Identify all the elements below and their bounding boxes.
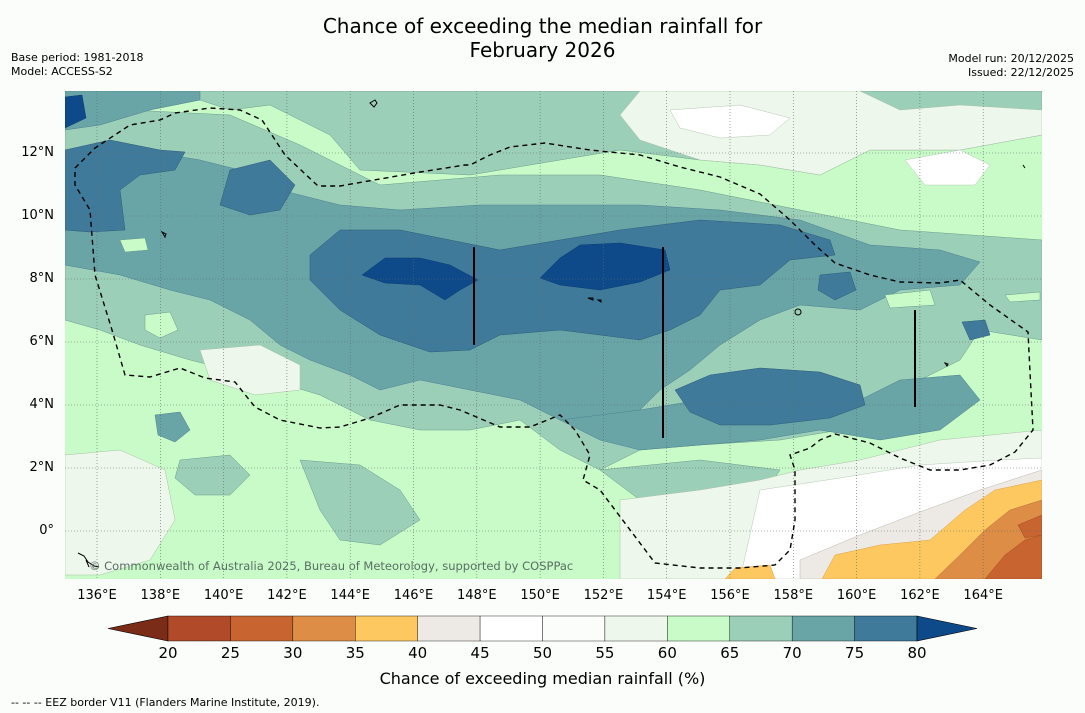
colorbar-segment: [729, 615, 793, 642]
colorbar-tick: 50: [532, 644, 553, 662]
lon-label: 136°E: [77, 588, 117, 603]
colorbar-tick: 25: [220, 644, 240, 662]
lon-label: 152°E: [583, 588, 624, 603]
lon-label: 148°E: [457, 588, 497, 603]
colorbar-tick: 60: [657, 644, 677, 662]
lon-label: 156°E: [710, 588, 750, 603]
lon-label: 138°E: [140, 588, 181, 603]
colorbar-tick: 40: [408, 644, 428, 662]
colorbar-tick: 45: [470, 644, 490, 662]
colorbar-tick: 35: [345, 644, 365, 662]
colorbar-label: Chance of exceeding median rainfall (%): [379, 669, 706, 688]
colorbar-segment: [479, 615, 543, 642]
colorbar-tick: 65: [720, 644, 740, 662]
model-name: Model: ACCESS-S2: [11, 65, 113, 78]
map-title: Chance of exceeding the median rainfall …: [0, 14, 1085, 62]
colorbar-segment: [542, 615, 606, 642]
colorbar-segment: [167, 615, 231, 642]
colorbar-extend-low: [107, 615, 169, 642]
lon-label: 144°E: [330, 588, 370, 603]
colorbar-segment: [854, 615, 918, 642]
lat-label: 0°: [39, 523, 54, 538]
colorbar-segment: [417, 615, 481, 642]
meta-right: Model run: 20/12/2025 Issued: 22/12/2025: [948, 52, 1074, 80]
section-lines: [473, 247, 916, 438]
lon-label: 160°E: [836, 588, 877, 603]
model-run: Model run: 20/12/2025: [948, 52, 1074, 65]
lon-label: 146°E: [393, 588, 434, 603]
lon-label: 154°E: [646, 588, 687, 603]
lon-label: 158°E: [773, 588, 814, 603]
lat-label: 10°N: [21, 208, 54, 223]
base-period: Base period: 1981-2018: [11, 51, 144, 64]
colorbar-segment: [355, 615, 418, 642]
map-field: [65, 91, 1042, 579]
colorbar-tick: 80: [907, 644, 927, 662]
issued-date: Issued: 22/12/2025: [967, 66, 1074, 79]
colorbar-segment: [230, 615, 294, 642]
colorbar-extend-high: [916, 615, 978, 642]
colorbar-tick: 55: [595, 644, 615, 662]
lon-label: 164°E: [963, 588, 1003, 603]
copyright-text: © Commonwealth of Australia 2025, Bureau…: [89, 559, 574, 573]
colorbar-tick: 20: [158, 644, 178, 662]
colorbar-tick: 30: [283, 644, 303, 662]
lat-label: 6°N: [29, 334, 55, 349]
colorbar-segment: [292, 615, 356, 642]
colorbar-segment: [604, 615, 668, 642]
lon-label: 162°E: [900, 588, 940, 603]
meta-left: Base period: 1981-2018 Model: ACCESS-S2: [11, 51, 143, 79]
colorbar-segment: [791, 615, 855, 642]
colorbar-tick: 70: [782, 644, 802, 662]
graticule: [65, 91, 1042, 579]
eez-legend-note: -- -- -- EEZ border V11 (Flanders Marine…: [11, 696, 320, 709]
lat-label: 12°N: [21, 145, 54, 160]
lat-label: 2°N: [29, 460, 55, 475]
eez-border: [74, 107, 1034, 569]
lon-label: 142°E: [267, 588, 307, 603]
lat-label: 8°N: [29, 271, 55, 286]
title-line-1: Chance of exceeding the median rainfall …: [322, 14, 763, 38]
colorbar-segment: [667, 615, 730, 642]
colorbar-tick: 75: [845, 644, 865, 662]
lon-label: 150°E: [520, 588, 560, 603]
title-line-2: February 2026: [469, 38, 616, 62]
lat-label: 4°N: [29, 397, 55, 412]
lon-label: 140°E: [203, 588, 244, 603]
